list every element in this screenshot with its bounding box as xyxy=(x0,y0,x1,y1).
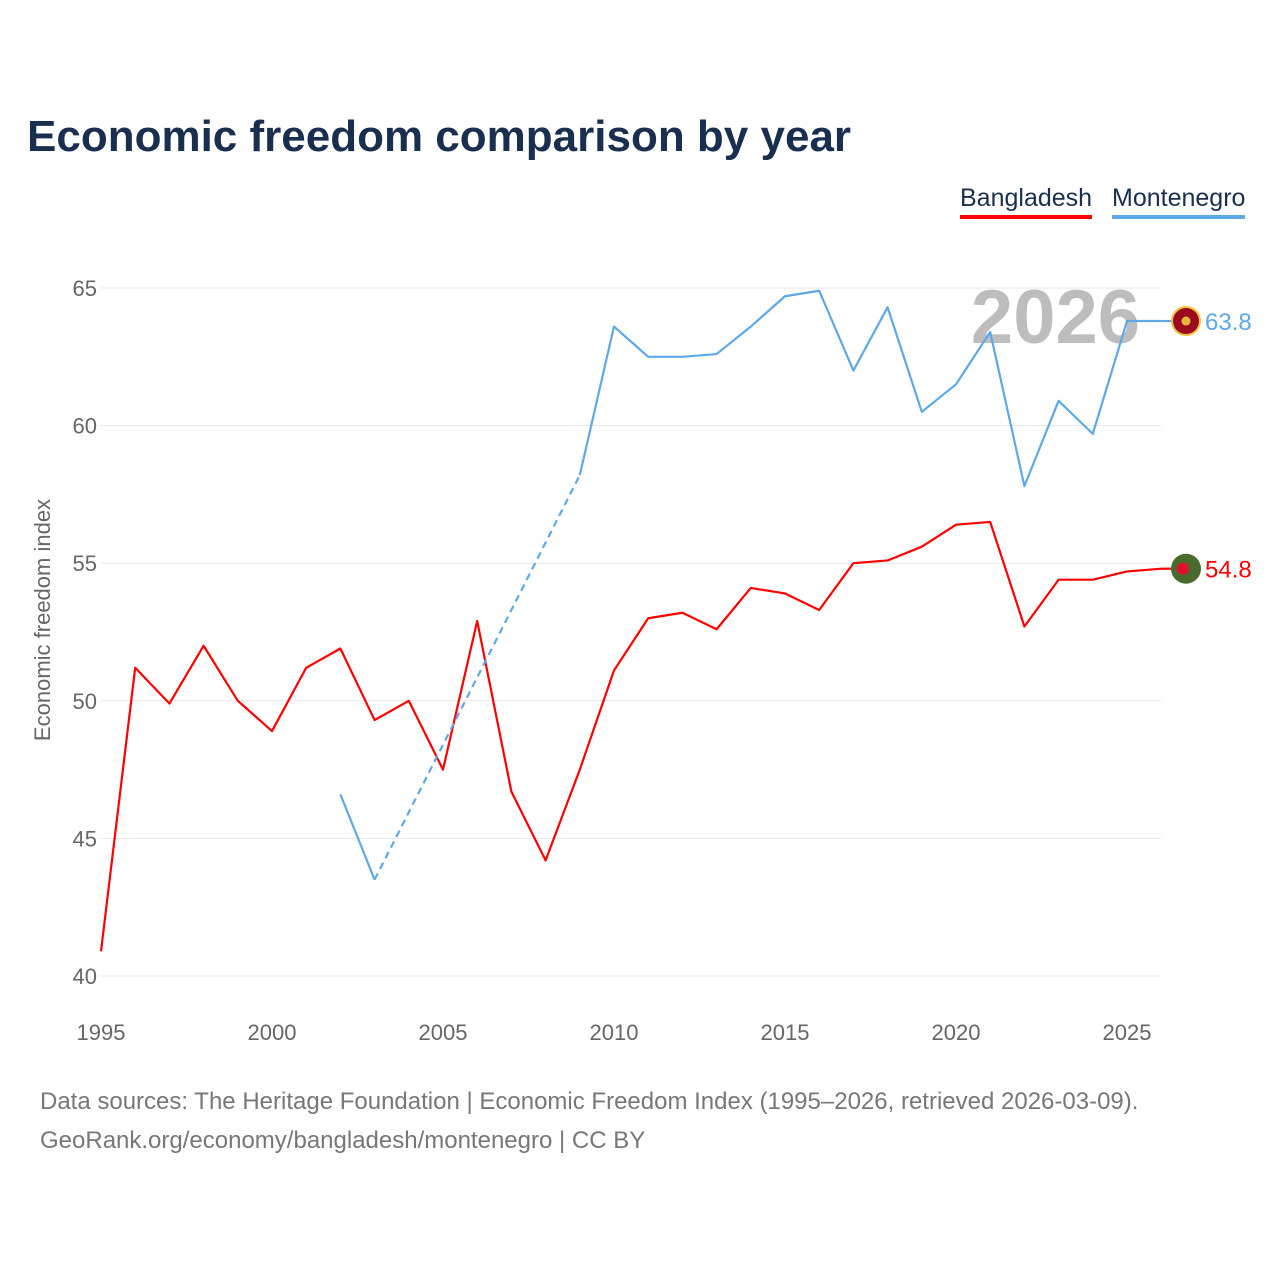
x-tick-label: 2005 xyxy=(419,1020,468,1045)
x-tick-label: 2025 xyxy=(1103,1020,1152,1045)
montenegro-point xyxy=(953,381,959,387)
y-tick-label: 40 xyxy=(73,964,97,989)
bangladesh-point xyxy=(1090,577,1096,583)
bangladesh-point xyxy=(611,668,617,674)
bangladesh-point xyxy=(953,522,959,528)
bangladesh-point xyxy=(577,767,583,773)
montenegro-line xyxy=(339,793,376,881)
montenegro-point xyxy=(1021,483,1027,489)
legend-bangladesh[interactable]: Bangladesh xyxy=(960,184,1093,219)
x-tick-label: 2020 xyxy=(932,1020,981,1045)
montenegro-point xyxy=(714,351,720,357)
montenegro-point xyxy=(816,288,822,294)
x-tick-label: 1995 xyxy=(77,1020,126,1045)
montenegro-point xyxy=(645,354,651,360)
bangladesh-point xyxy=(679,610,685,616)
legend-montenegro[interactable]: Montenegro xyxy=(1112,184,1246,219)
bangladesh-point xyxy=(816,607,822,613)
bangladesh-point xyxy=(885,557,891,563)
bangladesh-point xyxy=(303,665,309,671)
bangladesh-point xyxy=(508,789,514,795)
bangladesh-point xyxy=(166,701,172,707)
montenegro-point xyxy=(782,293,788,299)
montenegro-line xyxy=(578,289,1162,488)
montenegro-point xyxy=(577,472,583,478)
footer-attribution[interactable]: GeoRank.org/economy/bangladesh/montenegr… xyxy=(40,1127,646,1154)
montenegro-point xyxy=(1056,398,1062,404)
bangladesh-point xyxy=(1124,568,1130,574)
bangladesh-point xyxy=(201,643,207,649)
y-axis-label: Economic freedom index xyxy=(30,499,55,741)
montenegro-flag-emblem xyxy=(1181,316,1191,326)
bangladesh-point xyxy=(406,698,412,704)
x-tick-label: 2010 xyxy=(590,1020,639,1045)
montenegro-point xyxy=(372,877,378,883)
bangladesh-line xyxy=(99,520,1162,952)
x-tick-label: 2015 xyxy=(761,1020,810,1045)
bangladesh-point xyxy=(372,717,378,723)
bangladesh-point xyxy=(850,560,856,566)
bangladesh-point xyxy=(440,767,446,773)
bangladesh-point xyxy=(919,544,925,550)
bangladesh-point xyxy=(1056,577,1062,583)
bangladesh-point xyxy=(748,585,754,591)
y-tick-label: 55 xyxy=(73,551,97,576)
bangladesh-point xyxy=(98,948,104,954)
y-tick-label: 60 xyxy=(73,414,97,439)
bangladesh-end-label: 54.8 xyxy=(1205,557,1252,584)
bangladesh-point xyxy=(645,615,651,621)
montenegro-point xyxy=(1124,318,1130,324)
montenegro-interpolated-segment xyxy=(373,474,581,881)
montenegro-point xyxy=(1090,431,1096,437)
montenegro-point xyxy=(919,409,925,415)
chart-title: Economic freedom comparison by year xyxy=(27,112,852,161)
montenegro-point xyxy=(679,354,685,360)
y-tick-label: 50 xyxy=(73,689,97,714)
montenegro-point xyxy=(987,329,993,335)
year-watermark: 2026 xyxy=(971,275,1140,360)
bangladesh-point xyxy=(337,646,343,652)
montenegro-point xyxy=(885,304,891,310)
bangladesh-point xyxy=(235,698,241,704)
x-tick-label: 2000 xyxy=(248,1020,297,1045)
y-tick-label: 65 xyxy=(73,276,97,301)
bangladesh-point xyxy=(474,618,480,624)
bangladesh-point xyxy=(543,857,549,863)
montenegro-point xyxy=(850,368,856,374)
bangladesh-point xyxy=(132,665,138,671)
bangladesh-point xyxy=(987,519,993,525)
bangladesh-point xyxy=(269,728,275,734)
bangladesh-point xyxy=(714,626,720,632)
montenegro-point xyxy=(337,791,343,797)
footer-sources: Data sources: The Heritage Foundation | … xyxy=(40,1088,1139,1115)
y-tick-label: 45 xyxy=(73,826,97,851)
bangladesh-point xyxy=(1021,623,1027,629)
montenegro-point xyxy=(748,324,754,330)
montenegro-point xyxy=(611,324,617,330)
bangladesh-flag-disc xyxy=(1177,562,1189,575)
montenegro-end-label: 63.8 xyxy=(1205,309,1252,336)
bangladesh-point xyxy=(782,590,788,596)
